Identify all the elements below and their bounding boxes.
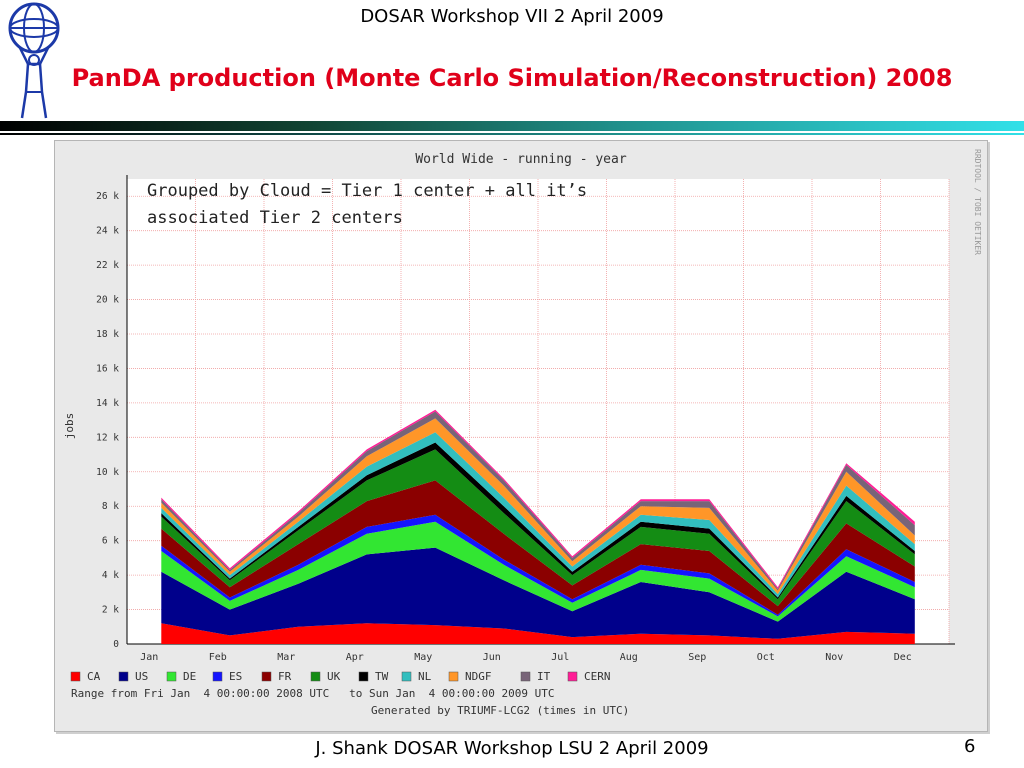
y-tick-label: 8 k (102, 501, 119, 512)
x-tick-label: Nov (825, 652, 843, 663)
legend: CA US DE ES FR UK TW NL NDGF IT CERN (70, 670, 611, 683)
legend-item-tw: TW (358, 670, 389, 683)
x-tick-labels: Jan Feb Mar Apr May Jun Jul Aug Sep Oct Nov Dec (140, 652, 912, 663)
x-tick-label: Feb (209, 652, 227, 663)
title-divider-thin (0, 133, 1024, 135)
y-tick-label: 14 k (96, 398, 119, 409)
rrdtool-credit: RRDTOOL / TOBI OETIKER (973, 149, 982, 255)
series-area-ca (161, 623, 915, 644)
legend-swatch (310, 671, 321, 682)
legend-swatch (358, 671, 369, 682)
legend-swatch (118, 671, 129, 682)
y-tick-label: 2 k (102, 605, 119, 616)
y-tick-label: 16 k (96, 363, 119, 374)
legend-swatch (448, 671, 459, 682)
x-tick-label: Dec (894, 652, 912, 663)
slide-footer: J. Shank DOSAR Workshop LSU 2 April 2009 (315, 738, 709, 759)
chart: World Wide - running - year RRDTOOL / TO… (63, 149, 982, 717)
x-tick-label: Sep (688, 652, 706, 663)
legend-swatch (166, 671, 177, 682)
x-tick-label: May (414, 652, 432, 663)
y-tick-label: 22 k (96, 260, 119, 271)
series-area-fr (161, 480, 915, 615)
legend-item-nl: NL (401, 670, 432, 683)
legend-item-ndgf: NDGF (448, 670, 492, 683)
x-tick-label: Apr (346, 652, 364, 663)
legend-swatch (567, 671, 578, 682)
y-tick-label: 24 k (96, 226, 119, 237)
legend-item-uk: UK (310, 670, 341, 683)
y-tick-label: 10 k (96, 467, 119, 478)
y-tick-label: 20 k (96, 295, 119, 306)
legend-label: CERN (584, 670, 611, 683)
legend-label: NDGF (465, 670, 492, 683)
legend-label: CA (87, 670, 101, 683)
x-tick-label: Jul (551, 652, 569, 663)
slide-title: PanDA production (Monte Carlo Simulation… (71, 64, 953, 92)
legend-item-ca: CA (70, 670, 101, 683)
range-text: Range from Fri Jan 4 00:00:00 2008 UTC t… (71, 687, 554, 700)
slide-header: DOSAR Workshop VII 2 April 2009 (360, 6, 664, 27)
series-area-nl (161, 432, 915, 598)
series-area-us (161, 547, 915, 639)
series-area-uk (161, 449, 915, 607)
legend-label: ES (229, 670, 242, 683)
stacked-areas (161, 409, 915, 644)
series-area-it (161, 411, 915, 591)
x-tick-label: Jan (140, 652, 158, 663)
legend-item-es: ES (212, 670, 242, 683)
legend-label: NL (418, 670, 432, 683)
legend-item-de: DE (166, 670, 196, 683)
x-tick-label: Oct (757, 652, 775, 663)
annotation-line-1: Grouped by Cloud = Tier 1 center + all i… (147, 181, 587, 201)
legend-swatch (401, 671, 412, 682)
series-area-cern (161, 409, 915, 589)
legend-swatch (70, 671, 81, 682)
legend-swatch (212, 671, 223, 682)
series-area-de (161, 521, 915, 622)
chart-title: World Wide - running - year (415, 152, 626, 167)
y-tick-label: 6 k (102, 536, 119, 547)
legend-swatch (520, 671, 531, 682)
x-tick-label: Aug (620, 652, 638, 663)
series-area-ndgf (161, 418, 915, 595)
legend-label: TW (375, 670, 389, 683)
y-tick-label: 26 k (96, 191, 119, 202)
y-tick-label: 0 (113, 639, 119, 650)
legend-item-fr: FR (261, 670, 292, 683)
legend-item-us: US (118, 670, 148, 683)
series-area-es (161, 514, 915, 617)
legend-swatch (261, 671, 272, 682)
legend-label: US (135, 670, 148, 683)
atlas-logo-icon (8, 2, 60, 119)
legend-item-cern: CERN (567, 670, 611, 683)
x-tick-label: Jun (483, 652, 501, 663)
legend-label: IT (537, 670, 551, 683)
legend-label: DE (183, 670, 196, 683)
title-divider (0, 121, 1024, 131)
y-tick-label: 4 k (102, 570, 119, 581)
y-axis-label: jobs (63, 413, 76, 440)
legend-item-it: IT (520, 670, 551, 683)
generated-text: Generated by TRIUMF-LCG2 (times in UTC) (371, 704, 629, 717)
legend-label: FR (278, 670, 292, 683)
legend-label: UK (327, 670, 341, 683)
annotation-line-2: associated Tier 2 centers (147, 208, 403, 228)
chart-panel: World Wide - running - year RRDTOOL / TO… (54, 140, 988, 732)
y-tick-label: 18 k (96, 329, 119, 340)
y-tick-label: 12 k (96, 432, 119, 443)
page-number: 6 (964, 736, 976, 757)
x-tick-label: Mar (277, 652, 295, 663)
y-tick-labels: 0 2 k 4 k 6 k 8 k 10 k 12 k 14 k 16 k 18 k 20 k 22 … (96, 191, 119, 650)
